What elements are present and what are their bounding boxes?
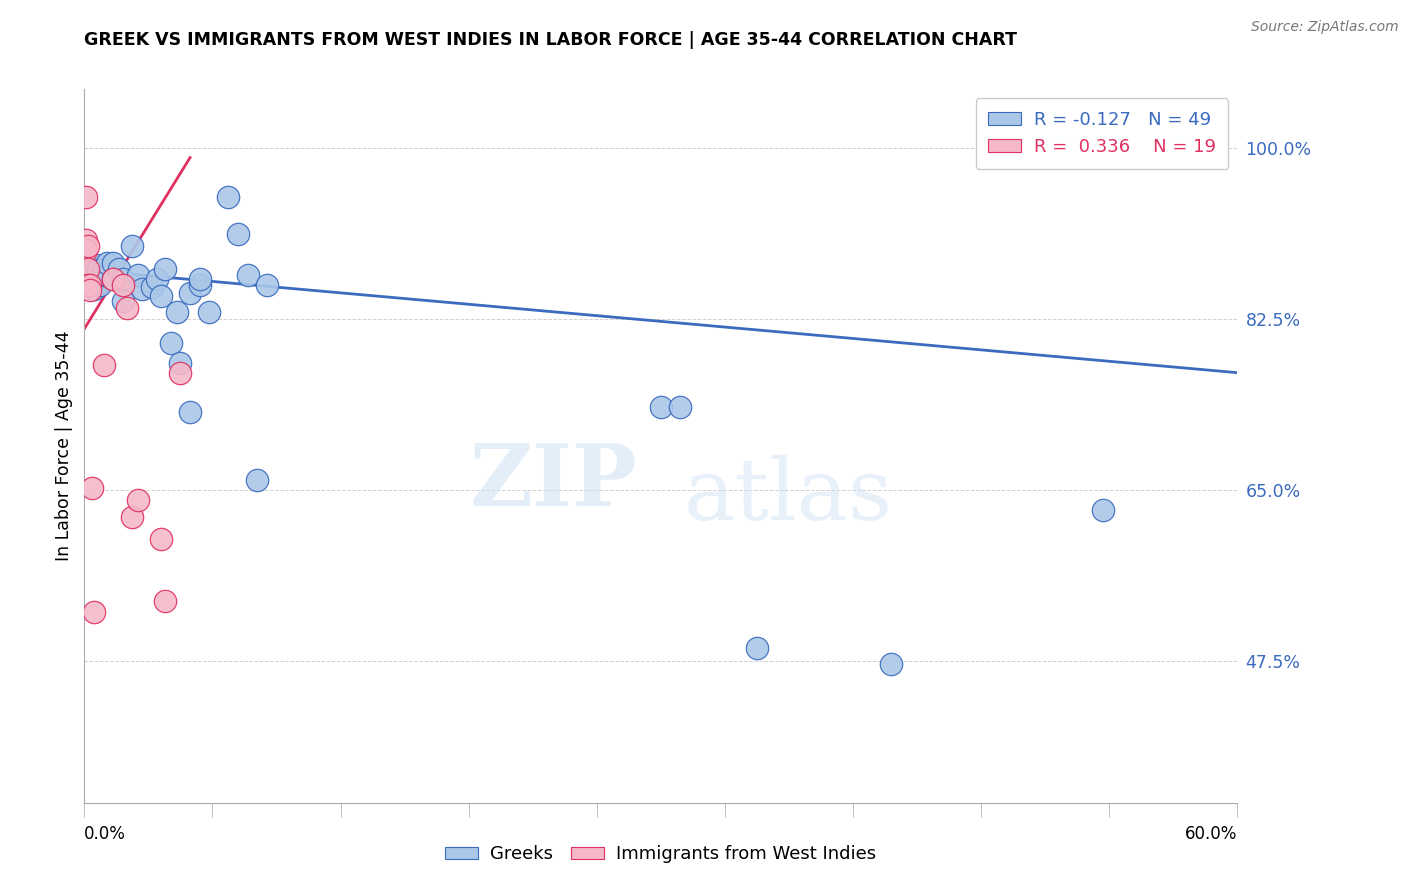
Point (83, 276, 105, 290)
Point (880, 657, 903, 671)
Text: ZIP: ZIP (470, 440, 638, 524)
Point (84, 258, 107, 272)
Text: 60.0%: 60.0% (1185, 825, 1237, 843)
Point (96, 268, 118, 282)
Point (121, 510, 143, 524)
Point (650, 400, 672, 414)
Point (93, 268, 115, 282)
Point (150, 289, 173, 303)
Point (188, 277, 211, 292)
Point (79, 283, 101, 297)
Point (79, 272, 101, 286)
Point (80, 481, 103, 495)
Point (217, 190, 239, 204)
Text: 0.0%: 0.0% (84, 825, 127, 843)
Point (77, 264, 100, 278)
Point (166, 305, 188, 319)
Point (83, 605, 105, 619)
Point (745, 641, 768, 656)
Point (108, 262, 131, 277)
Point (669, 400, 692, 414)
Point (103, 272, 124, 286)
Point (75, 190, 97, 204)
Point (93, 358, 115, 372)
Point (111, 277, 134, 292)
Y-axis label: In Labor Force | Age 35-44: In Labor Force | Age 35-44 (55, 331, 73, 561)
Legend: Greeks, Immigrants from West Indies: Greeks, Immigrants from West Indies (433, 832, 889, 876)
Point (77, 238, 100, 252)
Point (77, 269, 100, 284)
Point (246, 473, 269, 487)
Point (75, 276, 97, 290)
Point (87, 263, 110, 277)
Point (111, 272, 134, 286)
Point (79, 277, 101, 292)
Point (169, 366, 191, 380)
Point (96, 256, 118, 270)
Point (198, 305, 221, 319)
Point (141, 279, 163, 293)
Point (80, 260, 103, 274)
Point (93, 263, 115, 277)
Point (1091, 502, 1114, 516)
Point (75, 233, 97, 247)
Point (236, 268, 259, 282)
Point (121, 238, 143, 252)
Point (83, 282, 105, 296)
Point (84, 272, 107, 286)
Text: atlas: atlas (683, 454, 893, 538)
Point (89, 277, 111, 292)
Point (1053, 141, 1076, 155)
Point (153, 262, 176, 277)
Text: GREEK VS IMMIGRANTS FROM WEST INDIES IN LABOR FORCE | AGE 35-44 CORRELATION CHAR: GREEK VS IMMIGRANTS FROM WEST INDIES IN … (84, 31, 1018, 49)
Point (179, 405, 201, 419)
Point (115, 301, 138, 315)
Point (169, 356, 191, 370)
Point (153, 594, 176, 608)
Point (131, 282, 153, 296)
Point (79, 277, 101, 292)
Point (77, 262, 100, 277)
Point (103, 256, 124, 270)
Point (80, 268, 103, 282)
Point (127, 492, 149, 507)
Point (256, 277, 278, 292)
Point (103, 272, 124, 286)
Point (226, 227, 249, 241)
Point (127, 268, 149, 282)
Point (150, 532, 173, 546)
Point (111, 294, 134, 309)
Point (159, 336, 183, 351)
Point (75, 243, 97, 257)
Point (146, 272, 169, 286)
Point (77, 277, 100, 292)
Text: Source: ZipAtlas.com: Source: ZipAtlas.com (1251, 20, 1399, 34)
Point (179, 285, 201, 300)
Point (188, 272, 211, 286)
Point (87, 268, 110, 282)
